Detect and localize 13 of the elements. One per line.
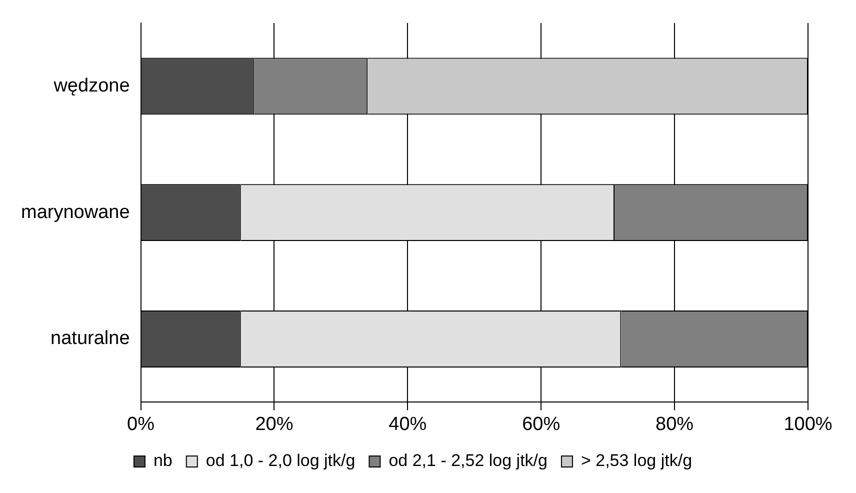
legend-label: od 1,0 - 2,0 log jtk/g [206,451,356,470]
x-tick-label: 80% [656,414,694,435]
legend-label: > 2,53 log jtk/g [580,451,692,470]
y-tick-label: naturalne [50,328,130,350]
y-tick-label: wędzone [52,75,130,96]
x-tick-label: 100% [784,414,832,435]
x-tick-label: 20% [255,414,294,435]
y-tick-label: marynowane [20,202,130,223]
legend-label: od 2,1 - 2,52 log jtk/g [388,451,548,470]
x-tick-label: 0% [127,414,155,435]
x-tick-label: 40% [388,414,427,435]
x-tick-label: 60% [522,414,560,435]
legend-label: nb [153,451,172,470]
